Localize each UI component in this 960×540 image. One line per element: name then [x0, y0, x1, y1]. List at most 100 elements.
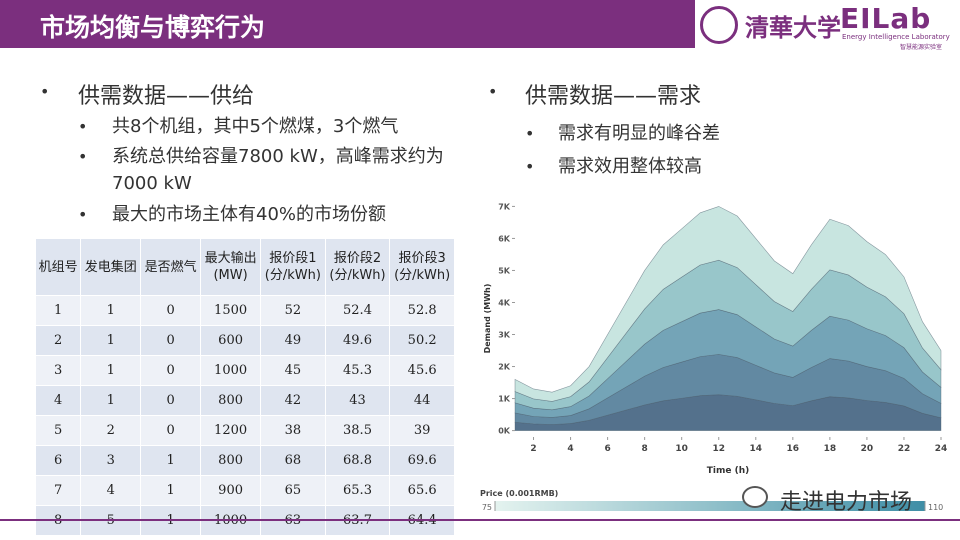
header-cell: 报价段2 (分/kWh): [324, 238, 391, 296]
table-cell: 4: [34, 385, 82, 416]
table-row: 1 1 0 1500 52 52.4 52.8: [34, 295, 455, 326]
table-cell: 69.6: [389, 445, 455, 476]
colorbar: [495, 501, 925, 511]
slide-title: 市场均衡与博弈行为: [40, 13, 266, 42]
table-cell: 800: [200, 445, 262, 476]
right-item: 需求效用整体较高: [558, 156, 702, 177]
table-cell: 1: [140, 475, 202, 506]
x-tick-label: 2: [530, 444, 536, 454]
table-cell: 45.6: [389, 355, 455, 386]
y-tick-label: 0K: [498, 427, 511, 436]
table-cell: 39: [389, 415, 455, 446]
y-tick-label: 2K: [498, 363, 511, 372]
unit-table: 机组号 发电集团 是否燃气 最大输出 (MW) 报价段1 (分/kWh) 报价段2 (分/…: [34, 238, 455, 536]
table-cell: 1500: [200, 295, 262, 326]
x-tick-label: 14: [750, 444, 763, 454]
area-layer: [514, 206, 942, 402]
table-cell: 1: [80, 385, 142, 416]
table-cell: 50.2: [389, 325, 455, 356]
table-cell: 0: [140, 355, 202, 386]
table-row: 5 2 0 1200 38 38.5 39: [34, 415, 455, 446]
table-cell: 44: [389, 385, 455, 416]
right-heading: 供需数据——需求: [525, 84, 702, 109]
table-cell: 0: [140, 325, 202, 356]
header-bar: [0, 0, 695, 48]
y-tick-label: 1K: [498, 395, 511, 404]
table-cell: 52.4: [324, 295, 391, 326]
bullet: •: [78, 147, 88, 166]
table-cell: 49.6: [324, 325, 391, 356]
bullet: •: [525, 157, 535, 176]
header-cell: 是否燃气: [140, 238, 202, 296]
lab-logo: EILab: [840, 2, 932, 35]
x-tick-label: 6: [604, 444, 610, 454]
y-tick-label: 6K: [498, 234, 511, 243]
table-cell: 3: [34, 355, 82, 386]
x-tick-label: 24: [935, 444, 948, 454]
x-tick-label: 10: [675, 444, 688, 454]
table-cell: 65: [260, 475, 326, 506]
left-item: 最大的市场主体有40%的市场份额: [112, 204, 387, 225]
table-cell: 45: [260, 355, 326, 386]
table-cell: 1: [80, 325, 142, 356]
table-cell: 49: [260, 325, 326, 356]
y-tick-label: 4K: [498, 298, 511, 307]
table-row: 6 3 1 800 68 68.8 69.6: [34, 445, 455, 476]
x-tick-label: 18: [824, 444, 837, 454]
left-item: 共8个机组，其中5个燃煤，3个燃气: [112, 116, 399, 137]
x-tick-label: 20: [861, 444, 874, 454]
header-cell: 机组号: [34, 238, 82, 296]
footer-line: [0, 519, 960, 521]
table-cell: 38: [260, 415, 326, 446]
table-row: 3 1 0 1000 45 45.3 45.6: [34, 355, 455, 386]
table-cell: 1: [80, 355, 142, 386]
table-cell: 42: [260, 385, 326, 416]
lab-name-cn: 智慧能源实验室: [900, 44, 943, 51]
lab-name-en: Energy Intelligence Laboratory: [842, 33, 950, 41]
watermark: 走进电力市场: [780, 490, 913, 515]
table-cell: 1000: [200, 355, 262, 386]
y-tick-label: 3K: [498, 331, 511, 340]
table-cell: 1: [140, 445, 202, 476]
table-cell: 5: [34, 415, 82, 446]
table-cell: 3: [80, 445, 142, 476]
table-cell: 0: [140, 385, 202, 416]
table-cell: 52: [260, 295, 326, 326]
x-tick-label: 22: [898, 444, 911, 454]
x-tick-label: 16: [787, 444, 800, 454]
header-cell: 最大输出 (MW): [200, 238, 262, 296]
table-cell: 0: [140, 295, 202, 326]
bullet: •: [525, 124, 535, 143]
bullet: •: [40, 82, 50, 101]
colorbar-label: Price (0.001RMB): [480, 489, 558, 498]
table-row: 4 1 0 800 42 43 44: [34, 385, 455, 416]
table-row: 7 4 1 900 65 65.3 65.6: [34, 475, 455, 506]
table-cell: 2: [34, 325, 82, 356]
x-tick-label: 4: [567, 444, 573, 454]
table-cell: 4: [80, 475, 142, 506]
table-cell: 1200: [200, 415, 262, 446]
university-logo: 清華大学: [745, 13, 841, 42]
table-cell: 45.3: [324, 355, 391, 386]
colorbar-tick-label: 75: [482, 503, 492, 512]
bullet: •: [488, 82, 498, 101]
x-tick-label: 8: [642, 444, 648, 454]
table-cell: 1: [80, 295, 142, 326]
table-cell: 68.8: [324, 445, 391, 476]
x-tick-label: 12: [712, 444, 725, 454]
table-cell: 43: [324, 385, 391, 416]
header-cell: 报价段3 (分/kWh): [389, 238, 455, 296]
wechat-icon: [742, 486, 768, 508]
table-row: 机组号 发电集团 是否燃气 最大输出 (MW) 报价段1 (分/kWh) 报价段2 (分/…: [34, 238, 455, 296]
header-cell: 发电集团: [80, 238, 142, 296]
right-item: 需求有明显的峰谷差: [558, 123, 720, 144]
colorbar-tick-label: 110: [928, 503, 943, 512]
table-cell: 0: [140, 415, 202, 446]
bullet: •: [78, 117, 88, 136]
table-cell: 600: [200, 325, 262, 356]
table-cell: 6: [34, 445, 82, 476]
table-cell: 65.3: [324, 475, 391, 506]
table-cell: 65.6: [389, 475, 455, 506]
